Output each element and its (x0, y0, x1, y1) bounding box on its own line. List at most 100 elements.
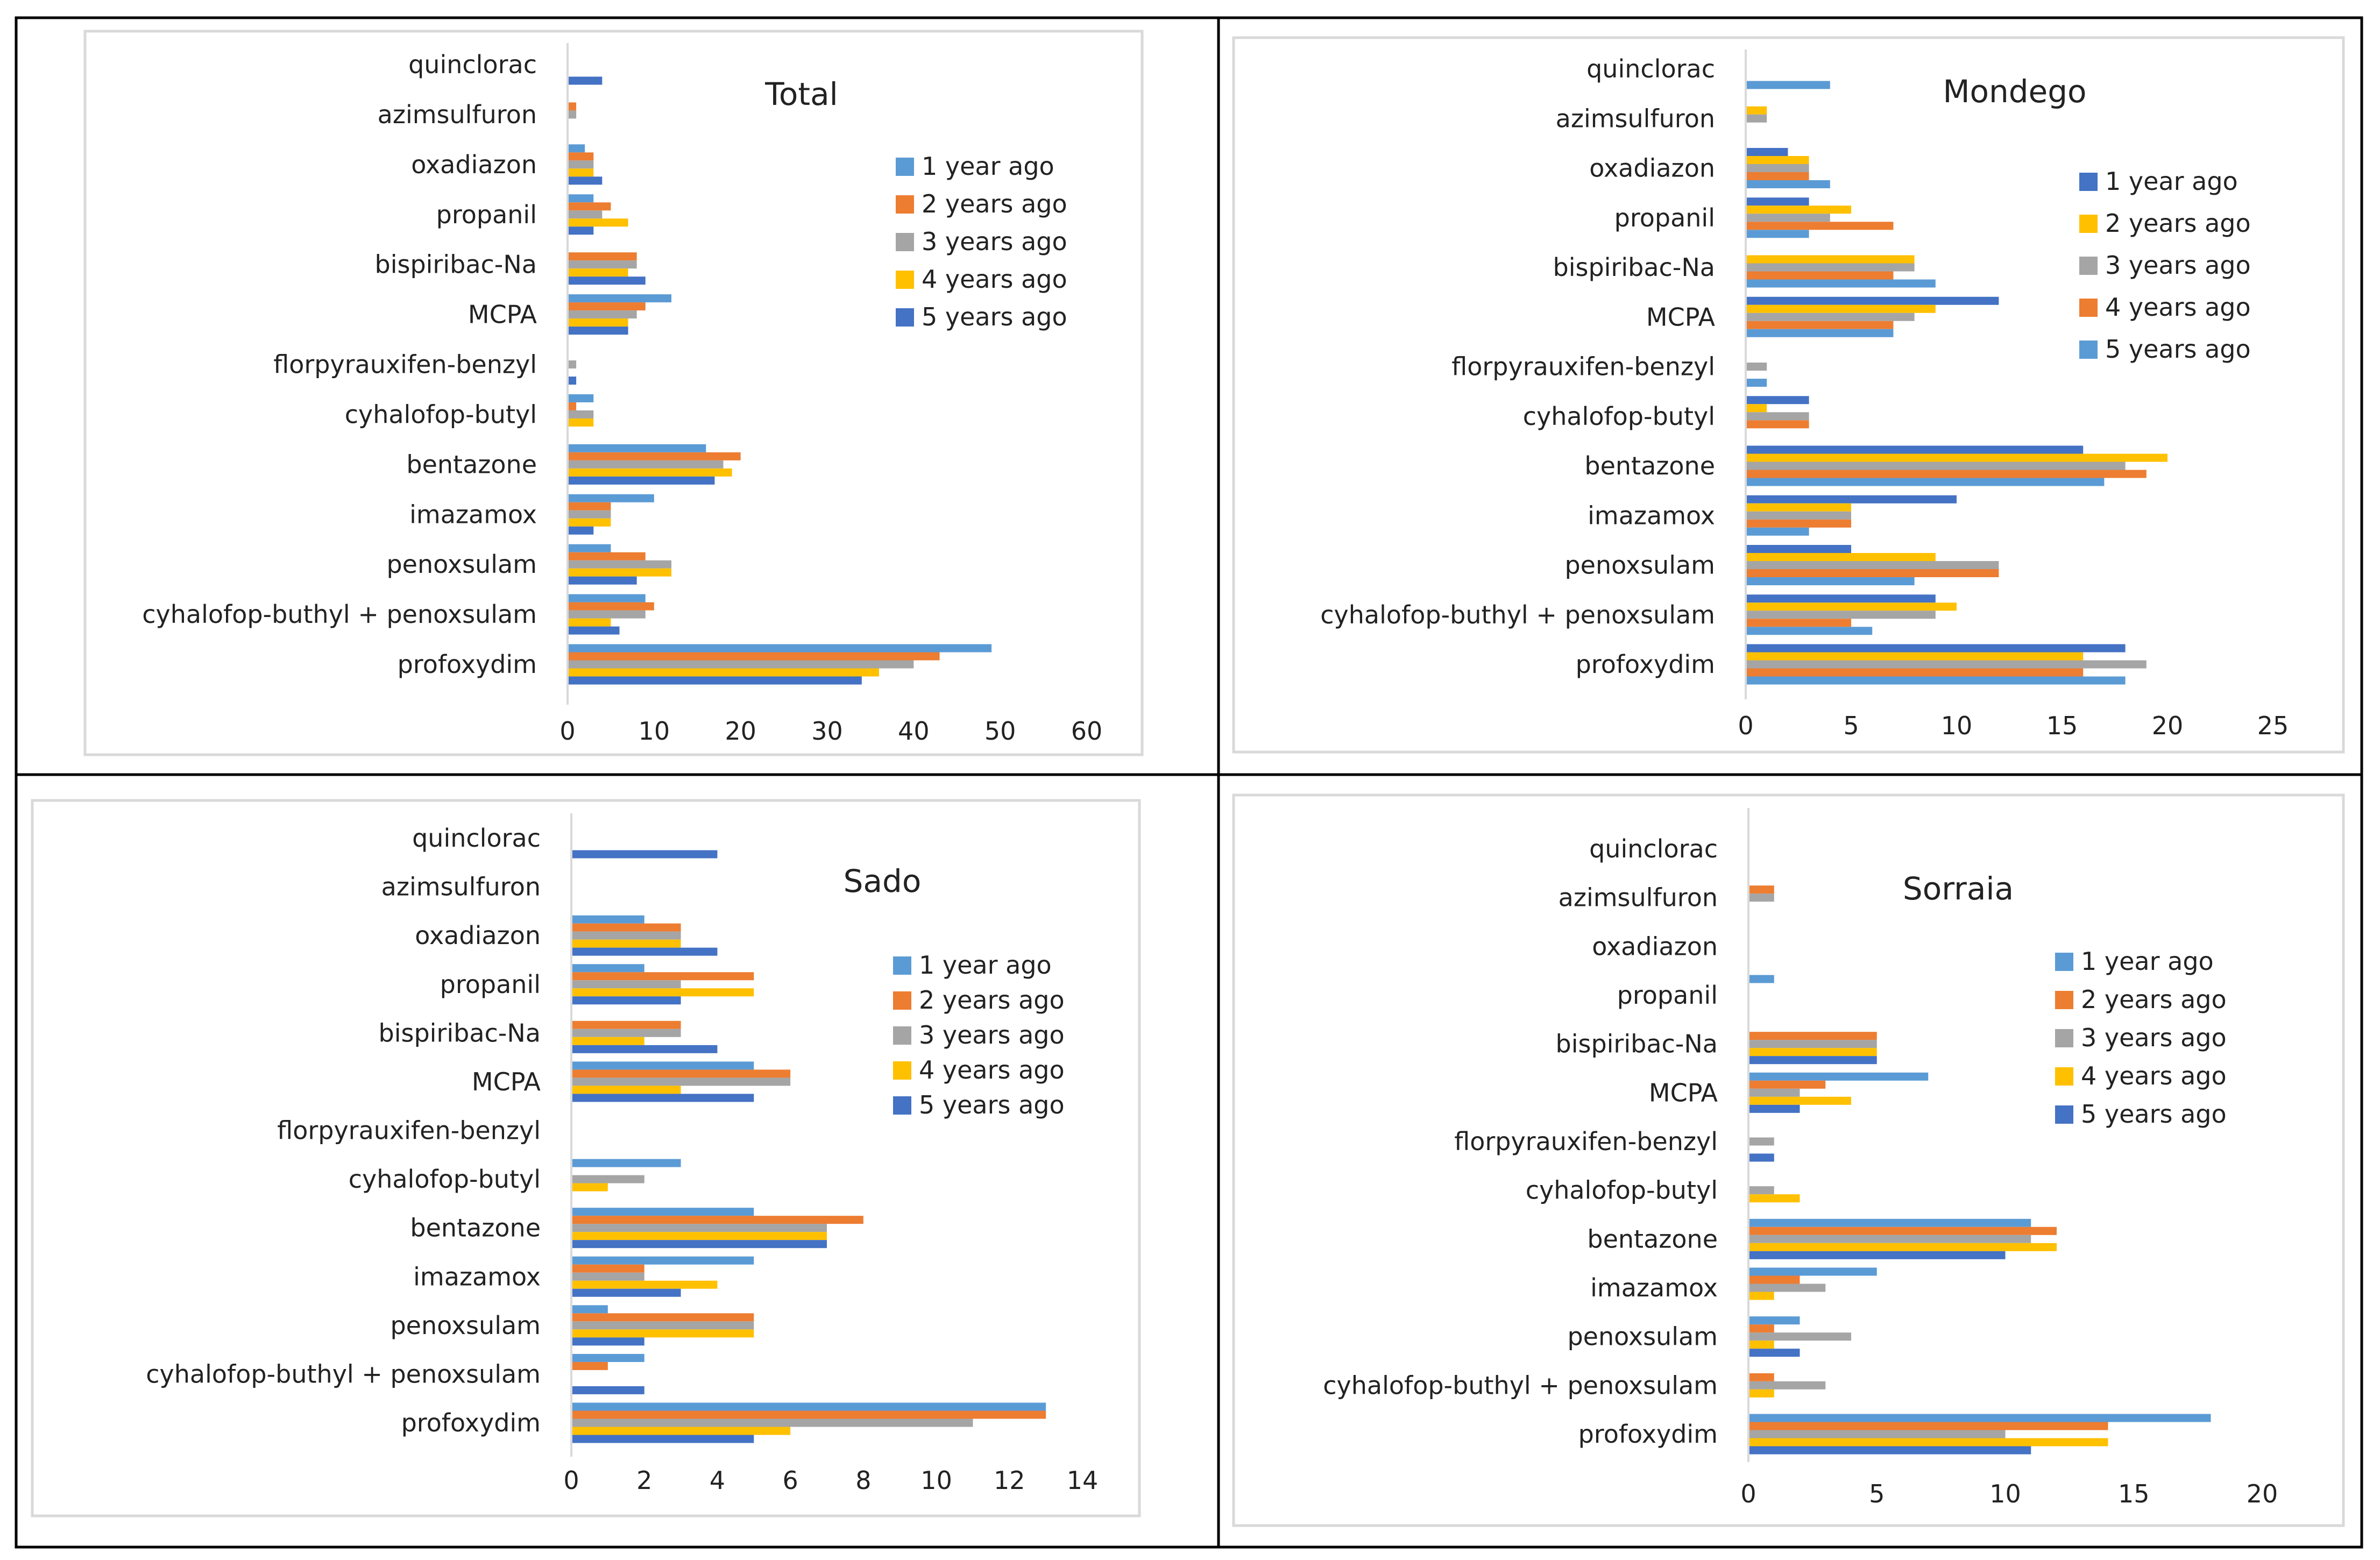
bar-oxadiazon-2-years-ago (571, 923, 681, 932)
bar-penoxsulam-3-years-ago (571, 1321, 754, 1330)
bar-bentazone-4-years-ago (1748, 1243, 2057, 1251)
category-label-bentazone: bentazone (410, 1214, 541, 1243)
tick-label: 60 (1071, 717, 1103, 746)
tick-label: 0 (559, 717, 575, 746)
bar-oxadiazon-3-years-ago (568, 160, 594, 169)
category-label-propanil: propanil (436, 200, 537, 229)
bar-profoxydim-4-years-ago (571, 1427, 791, 1435)
bar-propanil-3-years-ago (1746, 214, 1830, 222)
bar-mcpa-4-years-ago (571, 1086, 681, 1094)
category-label-penoxsulam: penoxsulam (390, 1311, 541, 1340)
bar-mcpa-1-year-ago (571, 1061, 754, 1070)
bar-bentazone-2-years-ago (571, 1216, 863, 1224)
bar-profoxydim-1-year-ago (1748, 1414, 2211, 1422)
bar-profoxydim-5-years-ago (1748, 1446, 2031, 1455)
legend-label-4-years-ago: 4 years ago (2105, 293, 2251, 322)
legend-label-2-years-ago: 2 years ago (2081, 985, 2227, 1014)
category-label-profoxydim: profoxydim (401, 1408, 541, 1437)
bar-penoxsulam-1-year-ago (571, 1305, 608, 1314)
bar-bentazone-5-years-ago (1748, 1251, 2006, 1259)
bar-bentazone-4-years-ago (1746, 470, 2147, 478)
bar-cyhalofop-buthyl-penoxsulam-2-years-ago (571, 1362, 608, 1370)
bar-cyhalofop-buthyl-penoxsulam-3-years-ago (1746, 611, 1936, 619)
category-label-propanil: propanil (1617, 981, 1718, 1010)
bar-mcpa-2-years-ago (1748, 1080, 1826, 1089)
category-label-cyhalofop-buthyl-penoxsulam: cyhalofop-buthyl + penoxsulam (146, 1359, 541, 1388)
bar-quinclorac-5-years-ago (568, 76, 603, 85)
bar-bentazone-2-years-ago (568, 452, 741, 460)
tick-label: 10 (1989, 1479, 2021, 1508)
bar-profoxydim-1-year-ago (571, 1402, 1046, 1411)
bar-profoxydim-1-year-ago (568, 644, 992, 653)
bar-penoxsulam-4-years-ago (1746, 569, 1999, 577)
tick-label: 10 (920, 1466, 952, 1495)
bar-mcpa-5-years-ago (568, 327, 628, 335)
bar-bispiribac-na-2-years-ago (571, 1020, 681, 1029)
bar-oxadiazon-4-years-ago (1746, 172, 1809, 180)
category-label-oxadiazon: oxadiazon (411, 150, 537, 179)
bar-bispiribac-na-4-years-ago (1748, 1048, 1877, 1056)
bar-bentazone-5-years-ago (1746, 478, 2105, 486)
bar-imazamox-4-years-ago (571, 1280, 718, 1289)
category-label-florpyrauxifen-benzyl: florpyrauxifen-benzyl (277, 1116, 541, 1145)
legend-swatch-2-years-ago (896, 195, 914, 214)
tick-label: 0 (1738, 711, 1753, 740)
legend-swatch-4-years-ago (893, 1061, 911, 1080)
bar-bentazone-3-years-ago (1746, 462, 2126, 470)
tick-label: 20 (2247, 1479, 2278, 1508)
bar-florpyrauxifen-benzyl-3-years-ago (1748, 1137, 1774, 1146)
category-label-florpyrauxifen-benzyl: florpyrauxifen-benzyl (1454, 1127, 1718, 1156)
legend-label-1-year-ago: 1 year ago (919, 951, 1052, 980)
tick-label: 10 (1941, 711, 1973, 740)
category-label-imazamox: imazamox (409, 500, 537, 529)
bar-mcpa-5-years-ago (571, 1094, 754, 1102)
bar-florpyrauxifen-benzyl-5-years-ago (1746, 379, 1767, 387)
bar-quinclorac-5-years-ago (571, 850, 718, 859)
legend-swatch-4-years-ago (2055, 1067, 2073, 1086)
legend-label-3-years-ago: 3 years ago (2105, 251, 2251, 280)
legend-swatch-4-years-ago (2079, 299, 2098, 317)
category-label-imazamox: imazamox (413, 1262, 541, 1291)
bar-oxadiazon-1-year-ago (1746, 148, 1788, 156)
bar-imazamox-2-years-ago (1748, 1275, 1800, 1284)
bar-penoxsulam-2-years-ago (1748, 1324, 1774, 1333)
tick-label: 0 (563, 1466, 579, 1495)
bar-imazamox-3-years-ago (1748, 1284, 1826, 1292)
bar-mcpa-2-years-ago (1746, 304, 1936, 313)
bar-cyhalofop-butyl-4-years-ago (568, 418, 594, 427)
bar-profoxydim-5-years-ago (568, 676, 862, 685)
bar-penoxsulam-2-years-ago (571, 1313, 754, 1322)
legend-swatch-2-years-ago (893, 991, 911, 1010)
bar-profoxydim-3-years-ago (571, 1419, 973, 1427)
bar-imazamox-2-years-ago (1746, 503, 1851, 512)
category-label-bispiribac-na: bispiribac-Na (375, 250, 537, 279)
bar-propanil-2-years-ago (571, 972, 754, 981)
bar-cyhalofop-buthyl-penoxsulam-1-year-ago (1746, 594, 1936, 603)
category-label-azimsulfuron: azimsulfuron (378, 100, 537, 129)
category-label-propanil: propanil (1614, 203, 1715, 232)
category-label-oxadiazon: oxadiazon (1589, 154, 1715, 183)
category-label-bispiribac-na: bispiribac-Na (1556, 1030, 1718, 1059)
category-label-azimsulfuron: azimsulfuron (1559, 883, 1718, 912)
category-label-oxadiazon: oxadiazon (415, 921, 541, 950)
bar-imazamox-2-years-ago (568, 502, 611, 510)
tick-label: 25 (2257, 711, 2289, 740)
bar-bispiribac-na-4-years-ago (568, 268, 628, 277)
bar-propanil-1-year-ago (568, 194, 594, 203)
bar-oxadiazon-2-years-ago (568, 152, 594, 161)
bar-bispiribac-na-5-years-ago (571, 1045, 718, 1053)
bar-bispiribac-na-5-years-ago (1746, 279, 1936, 288)
bar-oxadiazon-5-years-ago (571, 947, 718, 956)
category-label-bispiribac-na: bispiribac-Na (379, 1018, 541, 1047)
legend-label-3-years-ago: 3 years ago (922, 227, 1067, 256)
bar-imazamox-3-years-ago (568, 510, 611, 519)
bar-azimsulfuron-3-years-ago (568, 110, 577, 119)
bar-profoxydim-4-years-ago (1746, 668, 2084, 677)
bar-bentazone-5-years-ago (571, 1240, 827, 1249)
chart-title: Total (764, 76, 838, 112)
bar-penoxsulam-3-years-ago (568, 560, 671, 569)
bar-oxadiazon-4-years-ago (568, 168, 594, 177)
category-label-cyhalofop-butyl: cyhalofop-butyl (1523, 402, 1715, 431)
tick-label: 15 (2046, 711, 2078, 740)
